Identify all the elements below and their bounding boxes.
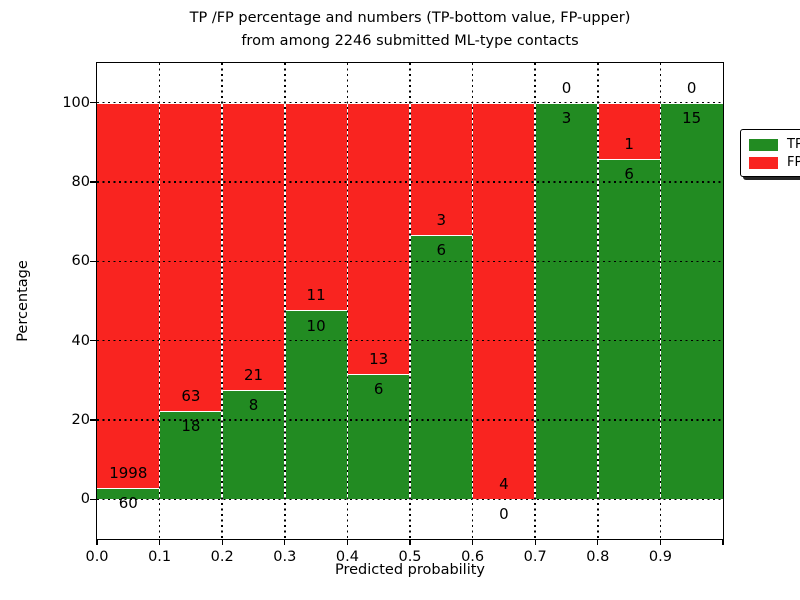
tp-legend-swatch — [749, 138, 778, 151]
tp-bar-segment — [222, 389, 285, 500]
x-tick-label: 0.6 — [461, 549, 485, 565]
y-tick-label: 60 — [71, 253, 90, 270]
x-tick-mark — [284, 539, 286, 545]
tp-count-label: 6 — [436, 240, 447, 259]
legend-item-label: FP — [787, 155, 800, 170]
x-tick-mark — [158, 539, 161, 545]
tp-count-label: 60 — [118, 493, 138, 512]
x-axis-label: Predicted probability — [334, 562, 486, 578]
tp-bar-segment — [97, 487, 160, 500]
fp-bar-segment — [222, 102, 285, 390]
x-tick-label: 0.4 — [335, 549, 359, 565]
tp-count-label: 3 — [561, 108, 572, 127]
tp-count-label: 15 — [682, 108, 702, 127]
fp-count-label: 13 — [369, 349, 389, 368]
y-tick-label: 40 — [71, 332, 90, 349]
x-tick-label: 0.3 — [273, 549, 297, 565]
fp-count-label: 4 — [499, 475, 509, 494]
y-tick-label: 20 — [71, 412, 90, 428]
legend-item: FP — [749, 156, 800, 169]
x-tick-mark — [659, 539, 662, 545]
fp-bar-segment — [97, 102, 160, 488]
tp-count-label: 10 — [306, 316, 326, 335]
x-tick-mark — [409, 539, 411, 545]
fp-bar-segment — [472, 102, 536, 500]
y-tick-mark — [90, 101, 96, 104]
y-tick-mark — [90, 339, 96, 342]
fp-count-label: 11 — [306, 286, 326, 305]
y-tick-mark — [90, 498, 96, 501]
x-tick-mark — [346, 539, 349, 545]
chart-title: TP /FP percentage and numbers (TP-bottom… — [97, 7, 723, 54]
y-tick-label: 80 — [71, 174, 90, 190]
tp-bar-segment — [660, 102, 723, 500]
tp-count-label: 18 — [181, 417, 201, 436]
chart-title-line2: from among 2246 submitted ML-type contac… — [241, 33, 579, 50]
tp-bar-segment — [347, 374, 410, 500]
x-tick-label: 0.9 — [648, 549, 672, 565]
y-tick-label: 100 — [62, 94, 90, 111]
legend-item: TP — [749, 138, 800, 151]
tp-count-label: 0 — [499, 505, 509, 524]
plot-area: 1998 60 63 18 21 8 11 10 13 6 3 6 4 0 0 3 1 6 0 15 0 20 40 60 8… — [62, 62, 800, 565]
tp-count-label: 6 — [624, 165, 634, 184]
x-tick-mark — [96, 539, 98, 545]
x-tick-label: 0.0 — [85, 549, 109, 565]
fp-legend-swatch — [749, 156, 778, 169]
x-tick-label: 0.8 — [586, 549, 610, 565]
fp-bar-segment — [410, 102, 473, 235]
x-tick-mark — [534, 539, 536, 545]
tp-count-label: 6 — [373, 380, 384, 399]
y-tick-mark — [90, 181, 96, 183]
x-tick-mark — [722, 539, 724, 545]
y-axis-label: Percentage — [15, 260, 31, 342]
x-tick-mark — [221, 539, 223, 545]
x-tick-mark — [471, 539, 474, 545]
x-tick-label: 0.5 — [398, 549, 422, 565]
chart-title-line1: TP /FP percentage and numbers (TP-bottom… — [189, 10, 631, 26]
x-tick-mark — [597, 539, 599, 545]
fp-bar-segment — [159, 102, 223, 412]
tp-bar-segment — [535, 102, 598, 500]
legend: TP FP — [740, 129, 800, 177]
fp-count-label: 1998 — [109, 463, 148, 482]
fp-bar-segment — [284, 102, 348, 311]
tp-count-label: 8 — [248, 395, 259, 414]
fp-count-label: 63 — [181, 387, 201, 406]
fp-count-label: 0 — [561, 78, 572, 97]
fp-count-label: 1 — [624, 135, 634, 154]
x-tick-label: 0.1 — [148, 549, 172, 565]
tp-bar-segment — [410, 234, 473, 500]
y-tick-mark — [90, 260, 96, 263]
x-tick-label: 0.2 — [210, 549, 234, 565]
legend-item-label: TP — [787, 137, 800, 152]
fp-count-label: 0 — [686, 78, 697, 97]
y-tick-label: 0 — [80, 491, 90, 508]
fp-count-label: 3 — [436, 210, 447, 229]
tp-bar-segment — [159, 411, 223, 500]
y-tick-mark — [90, 419, 96, 421]
fp-bar-segment — [347, 102, 410, 375]
tp-bar-segment — [284, 310, 348, 500]
fp-count-label: 21 — [243, 365, 264, 384]
x-tick-label: 0.7 — [523, 549, 547, 565]
tp-bar-segment — [597, 159, 661, 500]
